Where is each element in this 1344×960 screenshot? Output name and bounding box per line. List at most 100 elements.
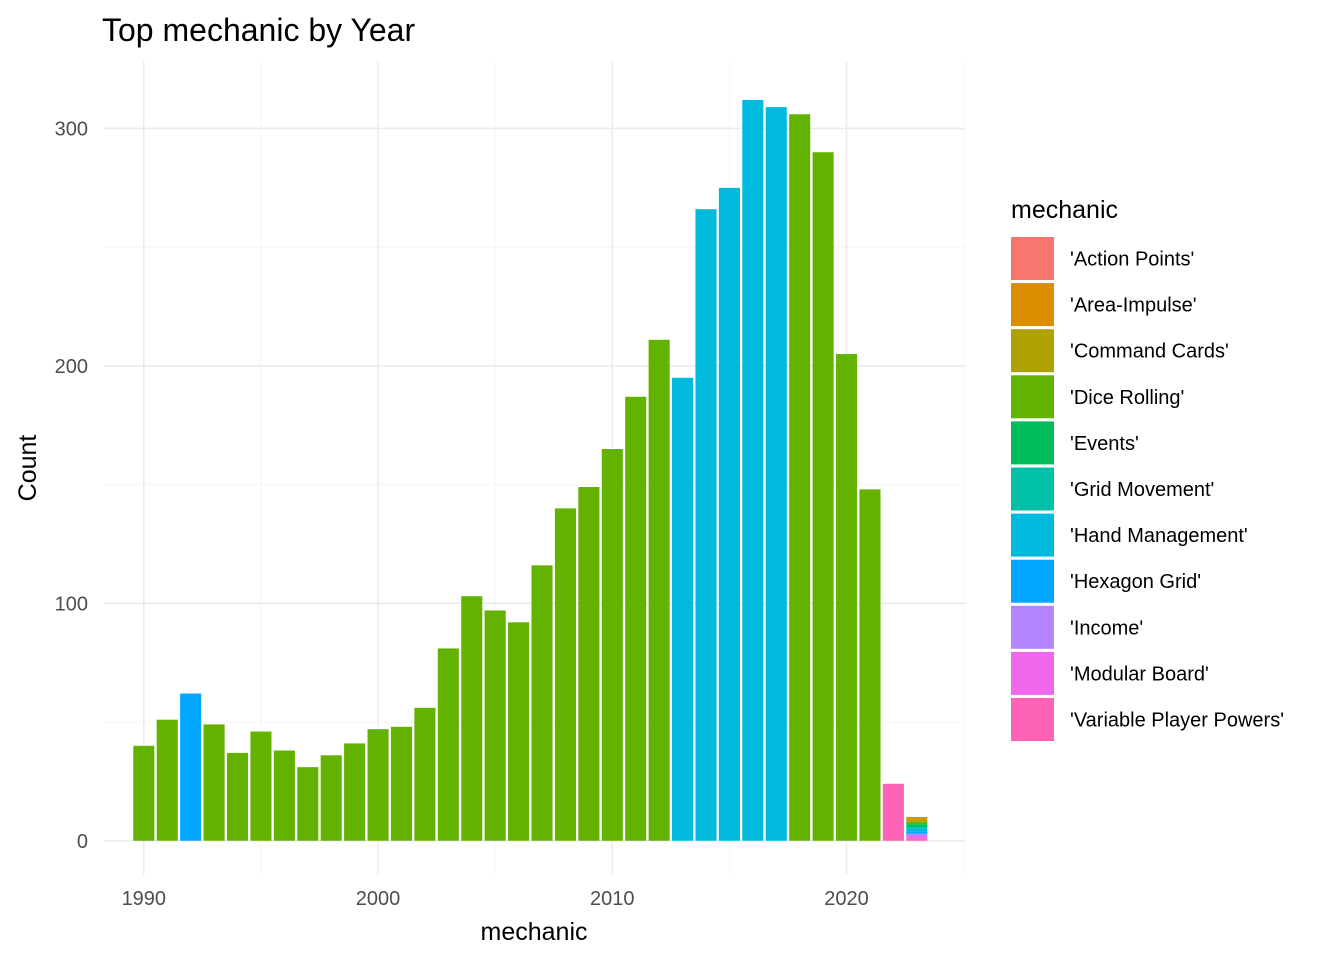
bar-2018 xyxy=(789,114,811,841)
bar-segment-2023-3 xyxy=(906,831,928,834)
x-tick-label-1990: 1990 xyxy=(122,888,167,910)
bar-segment-2019-0 xyxy=(812,152,834,841)
bar-segment-1995-0 xyxy=(250,731,272,841)
x-tick-label-2020: 2020 xyxy=(824,888,869,910)
legend-swatch-5 xyxy=(1011,467,1054,511)
bar-segment-2006-0 xyxy=(508,622,530,841)
legend-item-10: 'Variable Player Powers' xyxy=(1011,698,1284,741)
bar-segment-2005-0 xyxy=(484,610,506,841)
legend-swatch-9 xyxy=(1011,651,1054,695)
bar-2005 xyxy=(484,610,506,841)
y-tick-label-0: 0 xyxy=(77,831,88,853)
bar-segment-1997-0 xyxy=(297,767,319,841)
legend-label-7: 'Hexagon Grid' xyxy=(1070,571,1201,593)
legend-label-4: 'Events' xyxy=(1070,433,1139,455)
legend-items: 'Action Points' 'Area-Impulse' 'Command Ca… xyxy=(1011,237,1284,741)
bar-2010 xyxy=(601,449,623,841)
x-axis-ticks: 1990 2000 2010 2020 xyxy=(122,888,869,910)
legend-swatch-3 xyxy=(1011,375,1054,419)
legend-label-0: 'Action Points' xyxy=(1070,249,1194,271)
bar-2019 xyxy=(812,152,834,841)
legend-label-3: 'Dice Rolling' xyxy=(1070,387,1184,409)
bar-2004 xyxy=(461,596,483,841)
legend-swatch-1 xyxy=(1011,283,1054,327)
bar-2008 xyxy=(554,508,576,841)
bar-2009 xyxy=(578,486,600,841)
y-tick-label-200: 200 xyxy=(55,356,88,378)
bar-segment-1991-0 xyxy=(156,719,178,841)
bar-segment-2013-0 xyxy=(672,377,694,841)
bar-segment-2020-0 xyxy=(835,354,858,841)
legend-item-8: 'Income' xyxy=(1011,605,1143,649)
legend-label-5: 'Grid Movement' xyxy=(1070,479,1214,501)
bar-1999 xyxy=(344,743,366,841)
bar-1992 xyxy=(180,693,202,841)
legend: mechanic 'Action Points' 'Area-Impulse' 'C… xyxy=(1011,196,1284,741)
bar-1997 xyxy=(297,767,319,841)
legend-swatch-10 xyxy=(1011,698,1054,741)
legend-item-4: 'Events' xyxy=(1011,421,1139,465)
chart-title: Top mechanic by Year xyxy=(102,12,415,48)
bar-segment-2023-0 xyxy=(906,838,928,841)
x-tick-label-2010: 2010 xyxy=(590,888,635,910)
bar-segment-2023-6 xyxy=(906,824,928,827)
legend-label-1: 'Area-Impulse' xyxy=(1070,295,1197,317)
legend-label-10: 'Variable Player Powers' xyxy=(1070,710,1284,732)
legend-item-3: 'Dice Rolling' xyxy=(1011,375,1184,419)
legend-swatch-6 xyxy=(1011,513,1054,557)
bar-2020 xyxy=(835,354,858,841)
bars xyxy=(133,99,928,841)
bar-2014 xyxy=(695,209,717,841)
bar-2015 xyxy=(718,187,740,841)
bar-segment-2001-0 xyxy=(390,726,413,841)
legend-label-2: 'Command Cards' xyxy=(1070,341,1229,363)
bar-2016 xyxy=(742,99,764,841)
legend-item-6: 'Hand Management' xyxy=(1011,513,1248,557)
legend-swatch-4 xyxy=(1011,421,1054,465)
bar-segment-2011-0 xyxy=(625,396,647,841)
bar-segment-2023-7 xyxy=(906,821,928,825)
bar-segment-1998-0 xyxy=(320,755,342,841)
bar-segment-2015-0 xyxy=(718,187,740,841)
bar-segment-2000-0 xyxy=(367,729,389,841)
bar-segment-2023-4 xyxy=(906,828,928,832)
legend-title: mechanic xyxy=(1011,196,1118,224)
legend-label-6: 'Hand Management' xyxy=(1070,525,1248,547)
bar-segment-2018-0 xyxy=(789,114,811,841)
bar-2000 xyxy=(367,729,389,841)
legend-swatch-7 xyxy=(1011,559,1054,603)
x-tick-label-2000: 2000 xyxy=(356,888,401,910)
legend-item-9: 'Modular Board' xyxy=(1011,651,1209,695)
bar-2001 xyxy=(390,726,413,841)
bar-1995 xyxy=(250,731,272,841)
bar-segment-1992-0 xyxy=(180,693,202,841)
y-axis-title: Count xyxy=(14,435,42,502)
bar-2021 xyxy=(859,489,881,841)
bar-segment-2004-0 xyxy=(461,596,483,841)
bar-2003 xyxy=(437,648,459,841)
bar-segment-2023-5 xyxy=(906,826,928,829)
bar-segment-1999-0 xyxy=(344,743,366,841)
x-axis-title: mechanic xyxy=(481,918,588,946)
legend-swatch-0 xyxy=(1011,237,1054,280)
bar-segment-2016-0 xyxy=(742,99,764,841)
bar-1996 xyxy=(273,750,295,841)
bar-2013 xyxy=(672,377,694,841)
bar-2002 xyxy=(414,707,436,841)
bar-1991 xyxy=(156,719,178,841)
y-axis-ticks: 0 100 200 300 xyxy=(55,118,88,852)
bar-segment-2023-9 xyxy=(906,817,928,820)
bar-segment-2009-0 xyxy=(578,486,600,841)
y-tick-label-100: 100 xyxy=(55,593,88,615)
bar-1998 xyxy=(320,755,342,841)
bar-segment-2003-0 xyxy=(437,648,459,841)
legend-item-5: 'Grid Movement' xyxy=(1011,467,1214,511)
legend-item-7: 'Hexagon Grid' xyxy=(1011,559,1201,603)
legend-label-8: 'Income' xyxy=(1070,617,1143,639)
bar-2011 xyxy=(625,396,647,841)
bar-2017 xyxy=(765,107,787,841)
bar-segment-2010-0 xyxy=(601,449,623,841)
bar-segment-1994-0 xyxy=(226,752,249,841)
legend-item-0: 'Action Points' xyxy=(1011,237,1194,280)
